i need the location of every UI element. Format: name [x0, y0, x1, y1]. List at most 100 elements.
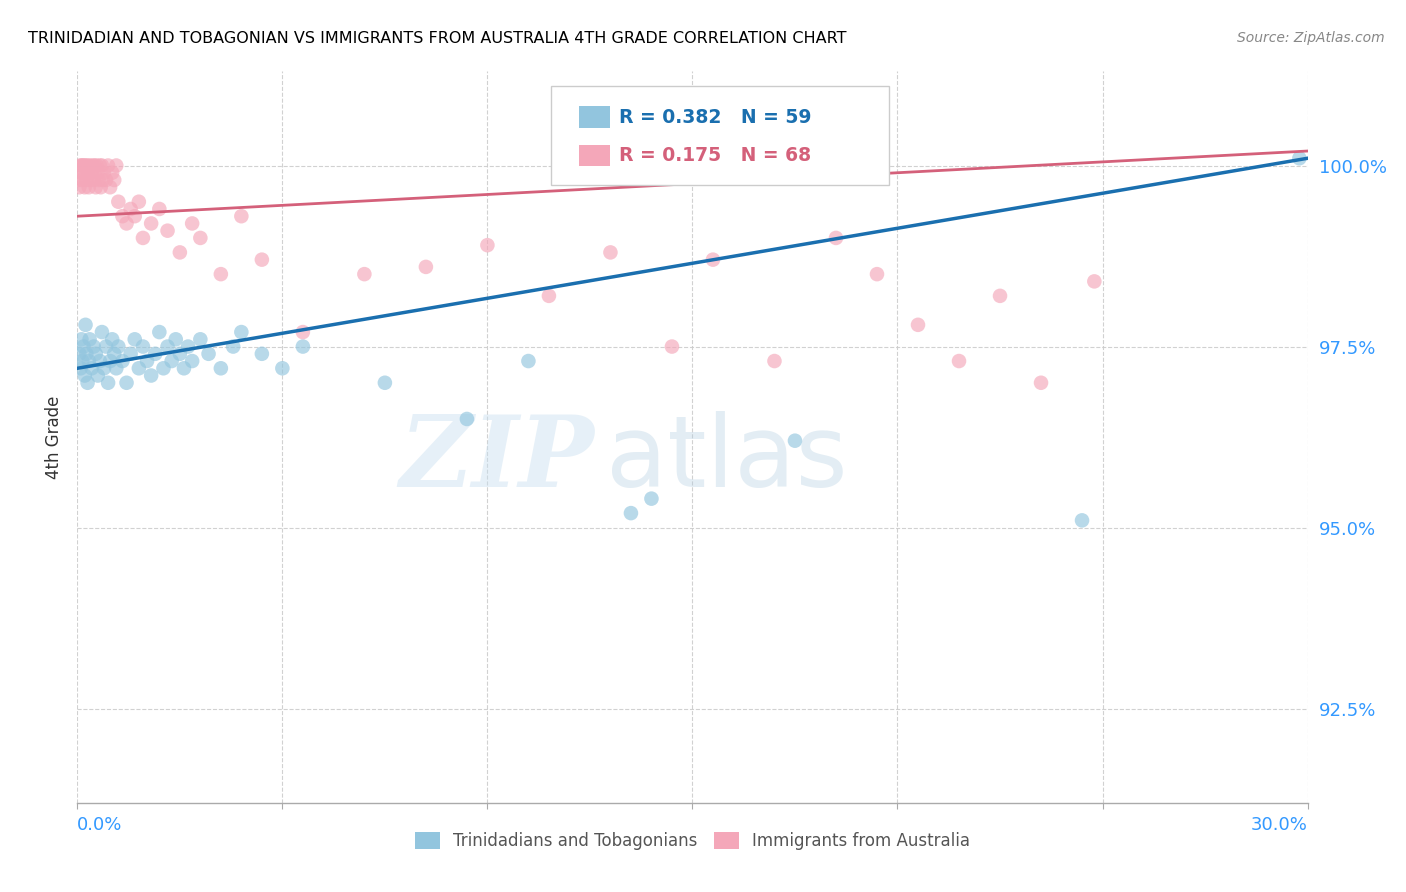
- Point: [825, 231, 848, 245]
- Point: [72, 166, 94, 180]
- Point: [353, 267, 375, 281]
- Point: [156, 340, 179, 354]
- Text: 30.0%: 30.0%: [1251, 816, 1308, 834]
- Point: [107, 194, 129, 209]
- Point: [76, 159, 98, 173]
- Point: [231, 325, 253, 339]
- Point: [105, 159, 128, 173]
- Point: [87, 166, 110, 180]
- Point: [866, 267, 889, 281]
- Point: [94, 173, 117, 187]
- Point: [156, 224, 179, 238]
- Legend: Trinidadians and Tobagonians, Immigrants from Australia: Trinidadians and Tobagonians, Immigrants…: [408, 825, 977, 856]
- Point: [75, 159, 97, 173]
- Point: [82, 159, 104, 173]
- Point: [477, 238, 499, 252]
- Point: [77, 354, 100, 368]
- Text: TRINIDADIAN AND TOBAGONIAN VS IMMIGRANTS FROM AUSTRALIA 4TH GRADE CORRELATION CH: TRINIDADIAN AND TOBAGONIAN VS IMMIGRANTS…: [28, 31, 846, 46]
- Point: [101, 332, 124, 346]
- Point: [98, 180, 121, 194]
- Point: [209, 267, 232, 281]
- Point: [988, 289, 1011, 303]
- Point: [291, 340, 314, 354]
- Text: R = 0.382   N = 59: R = 0.382 N = 59: [619, 108, 811, 127]
- Point: [115, 376, 138, 390]
- Point: [599, 245, 621, 260]
- Point: [89, 159, 111, 173]
- Point: [103, 173, 125, 187]
- Point: [83, 159, 105, 173]
- Point: [75, 318, 97, 332]
- Point: [169, 245, 191, 260]
- Point: [80, 361, 103, 376]
- Point: [640, 491, 662, 506]
- Point: [87, 173, 110, 187]
- Point: [132, 231, 155, 245]
- Point: [148, 325, 170, 339]
- FancyBboxPatch shape: [551, 86, 890, 185]
- Point: [98, 354, 121, 368]
- Point: [250, 252, 273, 267]
- Point: [120, 347, 142, 361]
- Point: [67, 173, 90, 187]
- Point: [181, 216, 204, 230]
- Point: [177, 340, 200, 354]
- Point: [537, 289, 560, 303]
- Point: [67, 180, 90, 194]
- Point: [124, 209, 146, 223]
- Point: [79, 332, 101, 346]
- Point: [128, 361, 150, 376]
- Point: [620, 506, 643, 520]
- Point: [67, 347, 90, 361]
- Point: [76, 376, 98, 390]
- Point: [136, 354, 159, 368]
- Point: [115, 216, 138, 230]
- Point: [132, 340, 155, 354]
- Text: ZIP: ZIP: [399, 411, 595, 508]
- Text: atlas: atlas: [606, 410, 848, 508]
- Point: [271, 361, 294, 376]
- Text: Source: ZipAtlas.com: Source: ZipAtlas.com: [1237, 31, 1385, 45]
- Point: [84, 347, 107, 361]
- Bar: [579, 106, 610, 128]
- Point: [91, 173, 114, 187]
- Point: [70, 354, 93, 368]
- Point: [661, 340, 683, 354]
- Y-axis label: 4th Grade: 4th Grade: [45, 395, 63, 479]
- Point: [80, 166, 103, 180]
- Point: [907, 318, 929, 332]
- Point: [250, 347, 273, 361]
- Point: [188, 332, 212, 346]
- Point: [90, 325, 114, 339]
- Point: [75, 347, 97, 361]
- Point: [291, 325, 314, 339]
- Point: [141, 216, 163, 230]
- Point: [69, 361, 91, 376]
- Point: [456, 412, 478, 426]
- Point: [93, 166, 115, 180]
- Point: [77, 166, 100, 180]
- Point: [72, 340, 94, 354]
- Point: [124, 332, 146, 346]
- Point: [111, 354, 134, 368]
- Point: [128, 194, 150, 209]
- Point: [948, 354, 970, 368]
- Point: [105, 361, 128, 376]
- Point: [73, 368, 96, 383]
- Point: [374, 376, 396, 390]
- Point: [231, 209, 253, 223]
- Bar: [579, 145, 610, 167]
- Point: [77, 180, 100, 194]
- Point: [87, 368, 110, 383]
- Point: [169, 347, 191, 361]
- Point: [141, 368, 163, 383]
- Point: [93, 361, 115, 376]
- Point: [94, 340, 117, 354]
- Point: [101, 166, 124, 180]
- Point: [70, 332, 93, 346]
- Point: [1083, 274, 1105, 288]
- Point: [83, 340, 105, 354]
- Point: [702, 252, 724, 267]
- Point: [152, 361, 174, 376]
- Point: [89, 354, 111, 368]
